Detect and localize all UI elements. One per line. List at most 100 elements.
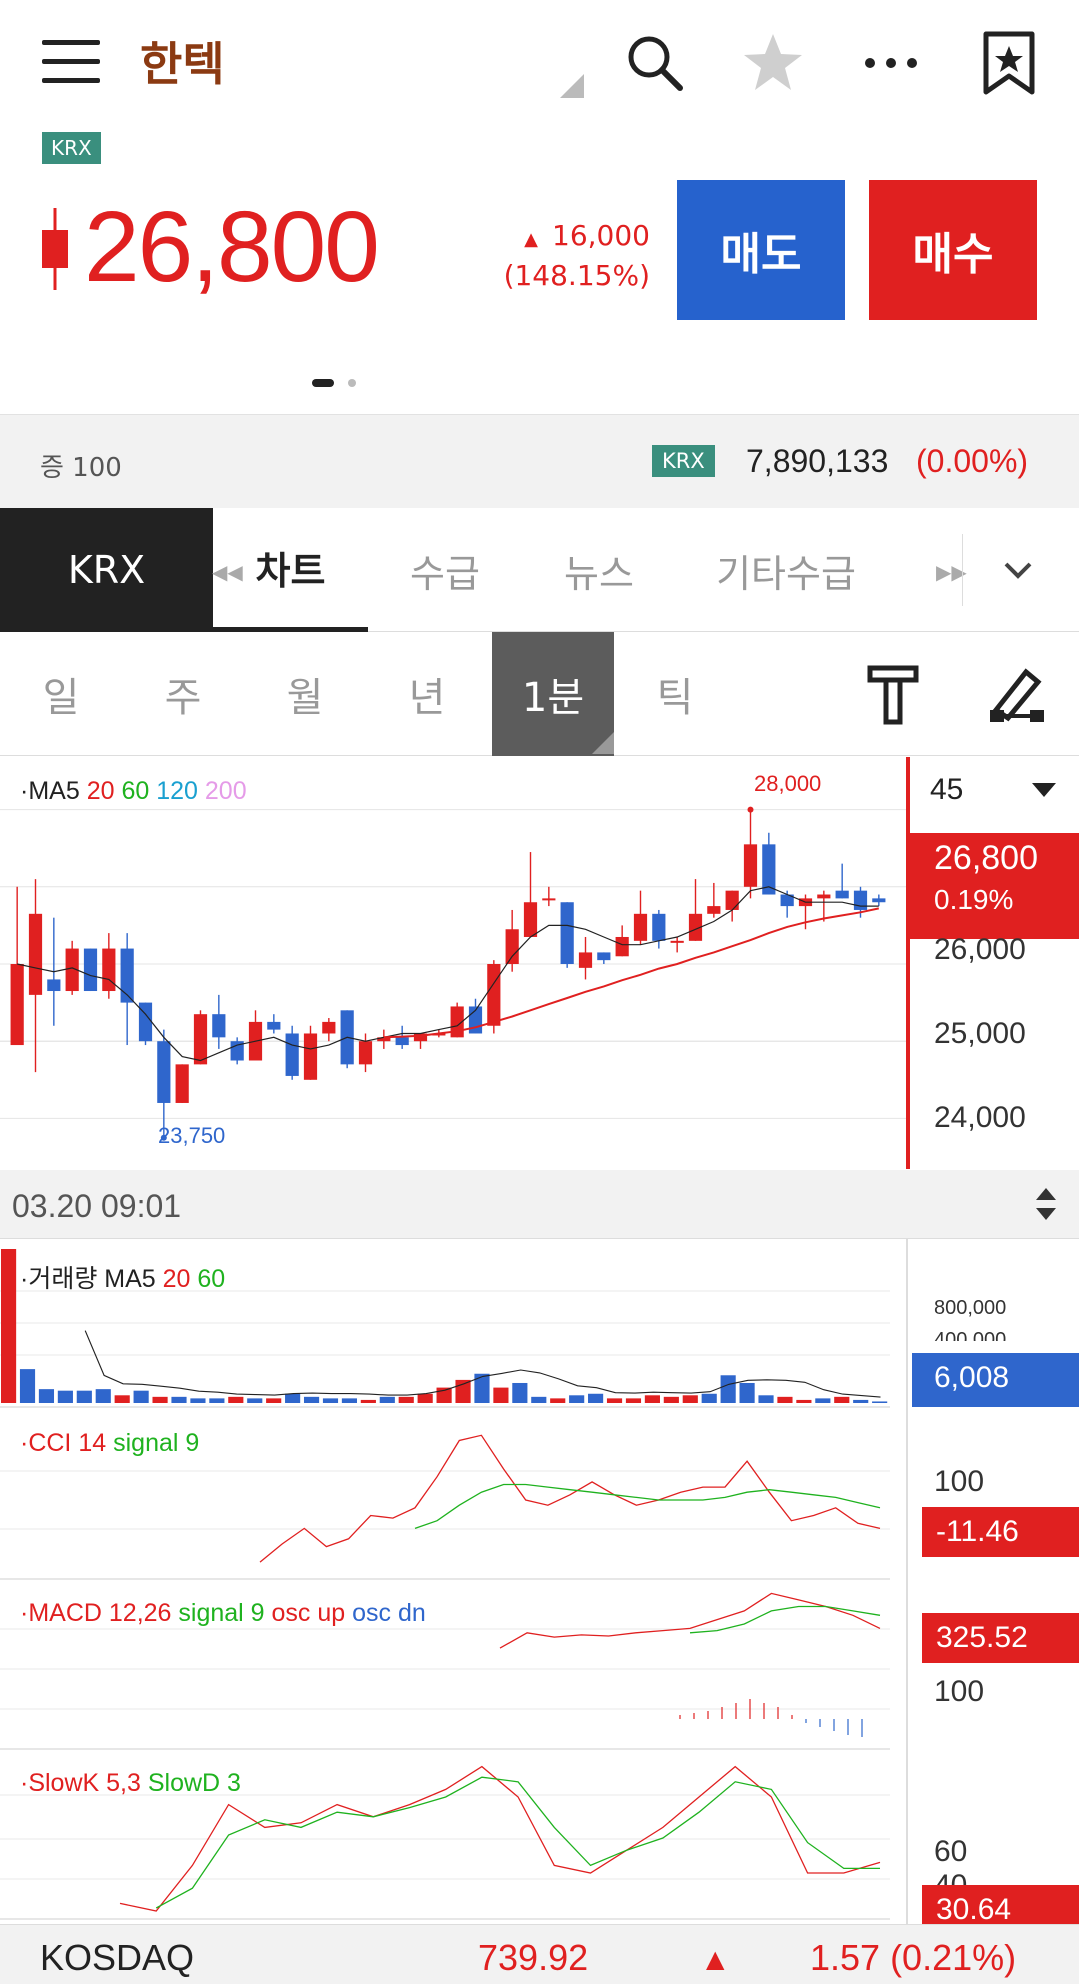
candle-body	[615, 936, 629, 957]
candle-body	[83, 948, 98, 992]
volume-y-label-400000: 400,000	[934, 1329, 1007, 1341]
volume-bar	[739, 1382, 755, 1403]
period-week[interactable]: 주	[164, 675, 202, 721]
index-left-text: 증 100	[40, 453, 122, 483]
date-label: 03.20 09:01	[12, 1188, 182, 1224]
tab-news[interactable]: 뉴스	[564, 551, 634, 596]
candlestick-chart[interactable]	[0, 757, 906, 1169]
candle-body	[707, 906, 721, 914]
change-percent: (148.15%)	[503, 259, 650, 292]
count-select[interactable]: 45	[930, 773, 964, 806]
slowd-line	[155, 1776, 880, 1909]
period-tick[interactable]: 틱	[656, 675, 694, 721]
legend-volume-ma60: 60	[197, 1265, 226, 1293]
cci-y-label: 100	[934, 1465, 985, 1498]
page-indicator[interactable]	[312, 374, 362, 393]
period-year[interactable]: 년	[408, 675, 446, 721]
volume-bar	[398, 1396, 414, 1403]
divider	[962, 534, 963, 606]
volume-ma5-line	[84, 1330, 881, 1398]
candle-body	[102, 948, 116, 992]
candle-body	[688, 913, 703, 941]
index-bar[interactable]: 증 100 KRX 7,890,133 (0.00%)	[0, 414, 1079, 508]
volume-bar	[19, 1369, 36, 1403]
tab-other-supply[interactable]: 기타수급	[716, 551, 856, 596]
period-month[interactable]: 월	[286, 675, 324, 721]
candle-body	[560, 902, 574, 964]
candle-body	[487, 964, 501, 1026]
cci-line	[259, 1434, 881, 1563]
bookmark-icon[interactable]	[976, 30, 1042, 96]
menu-icon[interactable]	[42, 38, 100, 86]
candle-body	[212, 1014, 226, 1038]
legend-ma60: 60	[121, 777, 150, 805]
volume-bar	[606, 1398, 623, 1403]
footer-index-bar[interactable]: KOSDAQ 739.92 ▲ 1.57 (0.21%)	[0, 1924, 1079, 1984]
legend-osc-up: osc up	[271, 1599, 346, 1627]
ma20-line	[383, 907, 880, 1039]
star-icon[interactable]	[740, 30, 806, 96]
tab-supply[interactable]: 수급	[410, 551, 480, 596]
cci-tag: -11.46	[922, 1507, 1079, 1557]
chart-right-border	[906, 757, 910, 1169]
index-percent: (0.00%)	[916, 443, 1029, 479]
volume-bar	[834, 1396, 850, 1403]
indicator-charts[interactable]	[0, 1239, 906, 1925]
stock-name[interactable]: 한텍	[140, 37, 225, 91]
volume-bar	[701, 1393, 717, 1403]
chevron-down-icon[interactable]	[1000, 552, 1036, 592]
ma5-line	[17, 886, 879, 1062]
volume-bar	[38, 1389, 55, 1403]
volume-bar	[57, 1390, 73, 1403]
legend-macd-signal: signal 9	[178, 1599, 265, 1627]
candle-body	[10, 964, 24, 1046]
macd-signal-line	[689, 1605, 881, 1634]
tab-krx[interactable]: KRX	[0, 508, 213, 632]
sub-chart-area[interactable]: ·거래량 MA5 20 60 800,000 400,000 6,008 ·CC…	[0, 1238, 1079, 1935]
volume-bar	[76, 1390, 92, 1403]
search-icon[interactable]	[622, 30, 688, 96]
low-label: 23,750	[158, 1123, 226, 1148]
volume-bar	[190, 1398, 206, 1403]
volume-bar	[133, 1390, 149, 1403]
date-strip: 03.20 09:01	[0, 1170, 1079, 1238]
volume-bar	[266, 1398, 282, 1403]
indicator-icon[interactable]	[866, 662, 922, 730]
count-dropdown-icon[interactable]	[1032, 783, 1056, 803]
volume-bar	[720, 1375, 736, 1403]
legend-volume-ma20: 20	[162, 1265, 191, 1293]
draw-tool-icon[interactable]	[986, 662, 1048, 730]
current-price-tag-value: 26,800	[934, 839, 1038, 877]
change-value: 16,000	[552, 219, 650, 252]
volume-bar	[341, 1398, 357, 1403]
legend-cci-period: 14	[78, 1429, 107, 1457]
candle-body	[413, 1033, 428, 1042]
candle-body	[120, 948, 134, 1003]
period-corner-icon	[592, 732, 614, 754]
legend-ma200: 200	[204, 777, 247, 805]
candle-body	[633, 913, 648, 941]
candle-body	[597, 952, 611, 961]
scroll-right-icon[interactable]: ▶▶	[936, 560, 967, 584]
candle-body	[780, 894, 794, 907]
volume-bar	[455, 1379, 471, 1403]
period-day[interactable]: 일	[42, 675, 80, 721]
dropdown-corner-icon[interactable]	[560, 74, 584, 98]
cci-legend: ·CCI 14 signal 9	[20, 1429, 199, 1458]
volume-legend: ·거래량 MA5 20 60	[20, 1259, 225, 1295]
candle-body	[395, 1037, 409, 1046]
tab-chart[interactable]: 차트	[213, 508, 368, 632]
volume-bar	[322, 1398, 339, 1403]
price-chart-area[interactable]: ·MA5 20 60 120 200 45 26,800 0.19% 26,00…	[0, 757, 1079, 1169]
legend-macd-period: 12,26	[108, 1599, 172, 1627]
volume-bar	[417, 1393, 433, 1403]
candle-body	[505, 929, 519, 964]
more-icon[interactable]	[858, 30, 924, 96]
stoch-y-label-40: 40	[934, 1869, 967, 1885]
sell-button[interactable]: 매도	[677, 180, 845, 320]
legend-ma20: 20	[86, 777, 115, 805]
sort-icon[interactable]	[1036, 1188, 1056, 1224]
buy-button[interactable]: 매수	[869, 180, 1037, 320]
candle-body	[542, 898, 556, 901]
scroll-left-icon[interactable]: ◀◀	[212, 560, 243, 584]
